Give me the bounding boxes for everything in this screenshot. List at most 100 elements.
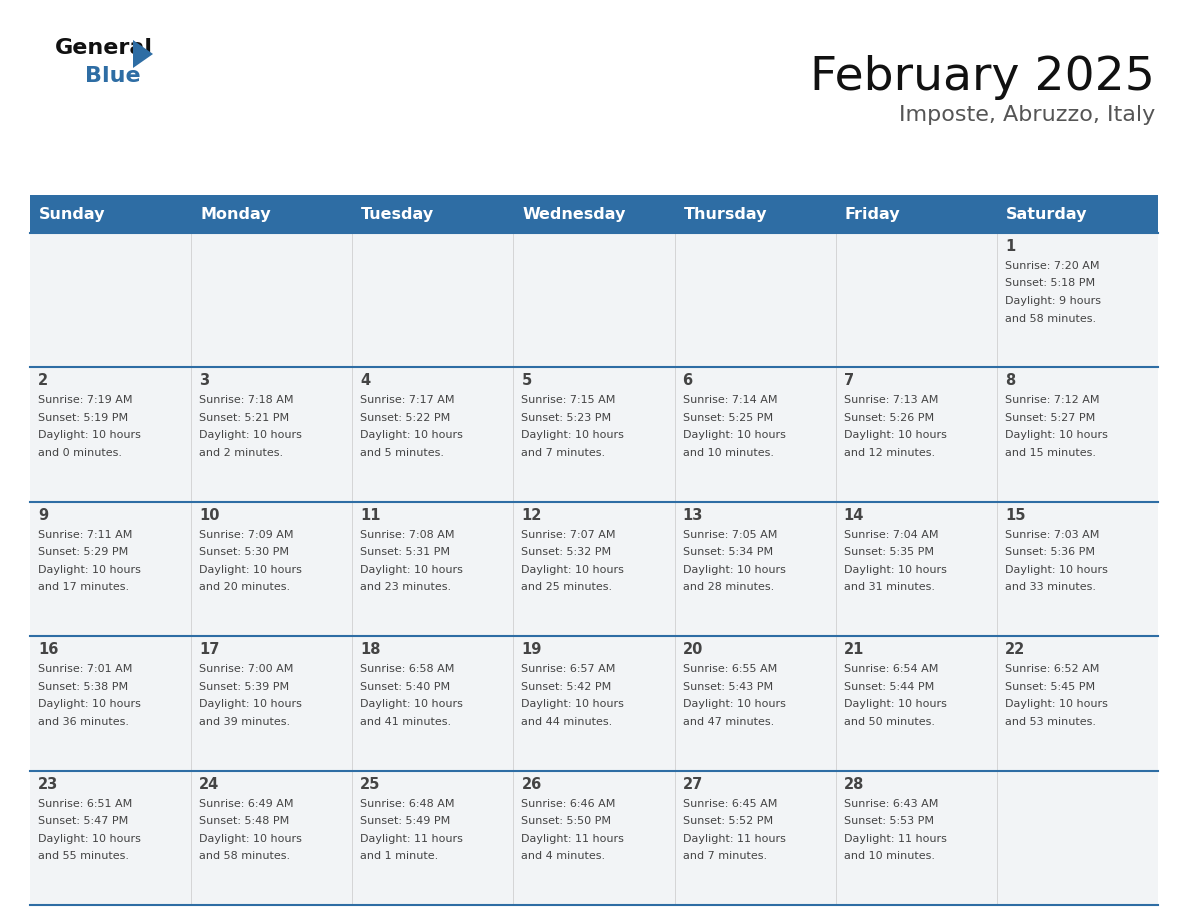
- Text: 4: 4: [360, 374, 371, 388]
- Bar: [835, 233, 997, 367]
- Text: Sunset: 5:40 PM: Sunset: 5:40 PM: [360, 682, 450, 691]
- Text: 5: 5: [522, 374, 532, 388]
- Text: and 58 minutes.: and 58 minutes.: [200, 851, 290, 861]
- Text: Sunset: 5:44 PM: Sunset: 5:44 PM: [843, 682, 934, 691]
- Bar: [675, 233, 835, 367]
- Text: Sunset: 5:30 PM: Sunset: 5:30 PM: [200, 547, 289, 557]
- Text: 24: 24: [200, 777, 220, 791]
- Text: Sunset: 5:36 PM: Sunset: 5:36 PM: [1005, 547, 1095, 557]
- Bar: [997, 367, 1158, 502]
- Bar: [675, 367, 835, 502]
- Text: and 28 minutes.: and 28 minutes.: [683, 582, 773, 592]
- Text: Sunrise: 7:05 AM: Sunrise: 7:05 AM: [683, 530, 777, 540]
- Text: 28: 28: [843, 777, 864, 791]
- Text: Daylight: 11 hours: Daylight: 11 hours: [522, 834, 625, 844]
- Text: 22: 22: [1005, 643, 1025, 657]
- Text: Daylight: 10 hours: Daylight: 10 hours: [360, 700, 463, 710]
- Bar: [997, 636, 1158, 770]
- Text: Sunday: Sunday: [39, 207, 106, 221]
- Text: and 33 minutes.: and 33 minutes.: [1005, 582, 1095, 592]
- Text: 21: 21: [843, 643, 864, 657]
- Bar: [191, 770, 353, 905]
- Bar: [353, 233, 513, 367]
- Text: Saturday: Saturday: [1006, 207, 1087, 221]
- Text: 18: 18: [360, 643, 381, 657]
- Text: Sunset: 5:50 PM: Sunset: 5:50 PM: [522, 816, 612, 826]
- Bar: [353, 770, 513, 905]
- Text: and 55 minutes.: and 55 minutes.: [38, 851, 129, 861]
- Text: Daylight: 10 hours: Daylight: 10 hours: [1005, 565, 1107, 575]
- Text: Daylight: 10 hours: Daylight: 10 hours: [683, 700, 785, 710]
- Text: Blue: Blue: [86, 66, 140, 86]
- Bar: [30, 636, 191, 770]
- Text: and 10 minutes.: and 10 minutes.: [843, 851, 935, 861]
- Text: Sunrise: 7:03 AM: Sunrise: 7:03 AM: [1005, 530, 1099, 540]
- Bar: [513, 195, 675, 233]
- Text: Daylight: 10 hours: Daylight: 10 hours: [38, 700, 141, 710]
- Text: Daylight: 10 hours: Daylight: 10 hours: [843, 431, 947, 441]
- Text: Daylight: 10 hours: Daylight: 10 hours: [200, 431, 302, 441]
- Text: and 7 minutes.: and 7 minutes.: [522, 448, 606, 458]
- Bar: [997, 195, 1158, 233]
- Text: Sunrise: 7:12 AM: Sunrise: 7:12 AM: [1005, 396, 1099, 406]
- Text: Sunrise: 7:19 AM: Sunrise: 7:19 AM: [38, 396, 133, 406]
- Text: 19: 19: [522, 643, 542, 657]
- Text: Sunrise: 7:20 AM: Sunrise: 7:20 AM: [1005, 261, 1099, 271]
- Text: 3: 3: [200, 374, 209, 388]
- Text: 7: 7: [843, 374, 854, 388]
- Text: Sunrise: 7:09 AM: Sunrise: 7:09 AM: [200, 530, 293, 540]
- Text: Sunset: 5:25 PM: Sunset: 5:25 PM: [683, 413, 772, 423]
- Text: and 7 minutes.: and 7 minutes.: [683, 851, 766, 861]
- Text: 9: 9: [38, 508, 49, 522]
- Text: 8: 8: [1005, 374, 1015, 388]
- Bar: [30, 770, 191, 905]
- Text: Sunrise: 6:51 AM: Sunrise: 6:51 AM: [38, 799, 132, 809]
- Text: Daylight: 10 hours: Daylight: 10 hours: [522, 431, 625, 441]
- Text: Sunrise: 7:15 AM: Sunrise: 7:15 AM: [522, 396, 615, 406]
- Bar: [835, 636, 997, 770]
- Text: and 5 minutes.: and 5 minutes.: [360, 448, 444, 458]
- Text: and 10 minutes.: and 10 minutes.: [683, 448, 773, 458]
- Text: Daylight: 10 hours: Daylight: 10 hours: [38, 431, 141, 441]
- Text: 11: 11: [360, 508, 381, 522]
- Text: Sunrise: 7:18 AM: Sunrise: 7:18 AM: [200, 396, 293, 406]
- Text: Sunrise: 7:08 AM: Sunrise: 7:08 AM: [360, 530, 455, 540]
- Bar: [30, 502, 191, 636]
- Text: 1: 1: [1005, 239, 1015, 254]
- Text: and 0 minutes.: and 0 minutes.: [38, 448, 122, 458]
- Text: Sunrise: 7:01 AM: Sunrise: 7:01 AM: [38, 665, 132, 674]
- Text: Daylight: 10 hours: Daylight: 10 hours: [38, 834, 141, 844]
- Text: and 47 minutes.: and 47 minutes.: [683, 717, 773, 727]
- Text: Sunset: 5:19 PM: Sunset: 5:19 PM: [38, 413, 128, 423]
- Bar: [30, 195, 191, 233]
- Text: Sunrise: 7:11 AM: Sunrise: 7:11 AM: [38, 530, 132, 540]
- Text: 10: 10: [200, 508, 220, 522]
- Text: Sunset: 5:48 PM: Sunset: 5:48 PM: [200, 816, 290, 826]
- Text: Sunrise: 7:04 AM: Sunrise: 7:04 AM: [843, 530, 939, 540]
- Text: Sunset: 5:32 PM: Sunset: 5:32 PM: [522, 547, 612, 557]
- Text: and 23 minutes.: and 23 minutes.: [360, 582, 451, 592]
- Text: and 12 minutes.: and 12 minutes.: [843, 448, 935, 458]
- Text: and 15 minutes.: and 15 minutes.: [1005, 448, 1095, 458]
- Text: 27: 27: [683, 777, 703, 791]
- Text: and 44 minutes.: and 44 minutes.: [522, 717, 613, 727]
- Text: and 4 minutes.: and 4 minutes.: [522, 851, 606, 861]
- Bar: [30, 367, 191, 502]
- Text: Daylight: 9 hours: Daylight: 9 hours: [1005, 296, 1101, 306]
- Text: Sunrise: 7:17 AM: Sunrise: 7:17 AM: [360, 396, 455, 406]
- Bar: [835, 367, 997, 502]
- Text: Sunset: 5:42 PM: Sunset: 5:42 PM: [522, 682, 612, 691]
- Text: Daylight: 10 hours: Daylight: 10 hours: [1005, 431, 1107, 441]
- Text: Sunset: 5:45 PM: Sunset: 5:45 PM: [1005, 682, 1095, 691]
- Text: 13: 13: [683, 508, 703, 522]
- Text: Daylight: 10 hours: Daylight: 10 hours: [200, 700, 302, 710]
- Text: and 58 minutes.: and 58 minutes.: [1005, 314, 1097, 323]
- Text: Sunrise: 6:57 AM: Sunrise: 6:57 AM: [522, 665, 615, 674]
- Text: Sunrise: 6:49 AM: Sunrise: 6:49 AM: [200, 799, 293, 809]
- Text: and 1 minute.: and 1 minute.: [360, 851, 438, 861]
- Bar: [675, 636, 835, 770]
- Bar: [513, 636, 675, 770]
- Text: Sunrise: 7:00 AM: Sunrise: 7:00 AM: [200, 665, 293, 674]
- Text: Daylight: 10 hours: Daylight: 10 hours: [360, 565, 463, 575]
- Text: Sunset: 5:53 PM: Sunset: 5:53 PM: [843, 816, 934, 826]
